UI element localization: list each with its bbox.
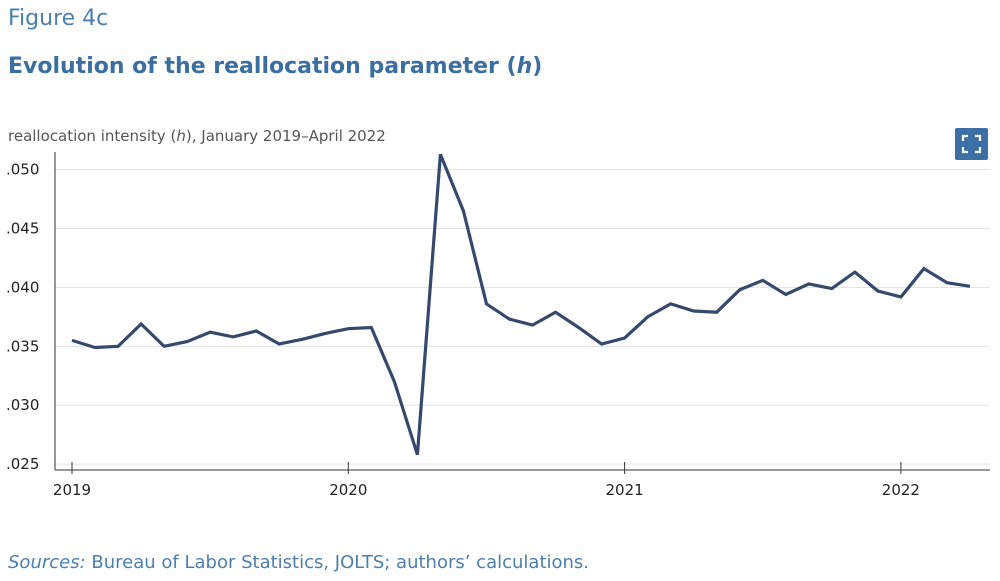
subtitle-prefix: reallocation intensity ( xyxy=(8,127,177,145)
x-tick-label: 2019 xyxy=(53,481,91,499)
figure-label: Figure 4c xyxy=(8,6,109,31)
x-axis-ticks: 2019 2020 2021 2022 xyxy=(53,462,920,499)
x-tick-label: 2022 xyxy=(882,481,920,499)
line-chart: .025 .030 .035 .040 .045 .050 2019 2020 2021 202… xyxy=(6,152,990,499)
subtitle-suffix: ), January 2019–April 2022 xyxy=(185,127,386,145)
y-tick-label: .030 xyxy=(6,396,39,414)
series xyxy=(71,153,971,456)
series-line xyxy=(71,153,971,456)
y-tick-label: .050 xyxy=(6,161,39,179)
x-tick-label: 2020 xyxy=(329,481,367,499)
grid-lines xyxy=(55,169,990,465)
y-tick-label: .035 xyxy=(6,337,39,355)
y-axis-ticks: .025 .030 .035 .040 .045 .050 xyxy=(6,161,39,473)
chart-title-prefix: Evolution of the reallocation parameter … xyxy=(8,54,517,79)
x-tick-label: 2021 xyxy=(606,481,644,499)
subtitle-variable: h xyxy=(176,127,186,145)
expand-icon xyxy=(961,134,982,154)
source-note: Sources: Bureau of Labor Statistics, JOL… xyxy=(8,552,589,573)
source-text: Bureau of Labor Statistics, JOLTS; autho… xyxy=(85,552,590,573)
axes xyxy=(54,152,990,471)
y-tick-label: .025 xyxy=(6,455,39,473)
source-label: Sources: xyxy=(8,552,86,573)
y-tick-label: .040 xyxy=(6,278,39,296)
chart-subtitle: reallocation intensity (h), January 2019… xyxy=(8,127,386,145)
y-tick-label: .045 xyxy=(6,220,39,238)
expand-button[interactable] xyxy=(955,128,988,160)
chart-title: Evolution of the reallocation parameter … xyxy=(8,54,542,79)
chart-title-suffix: ) xyxy=(532,54,543,79)
chart-title-variable: h xyxy=(516,54,533,79)
